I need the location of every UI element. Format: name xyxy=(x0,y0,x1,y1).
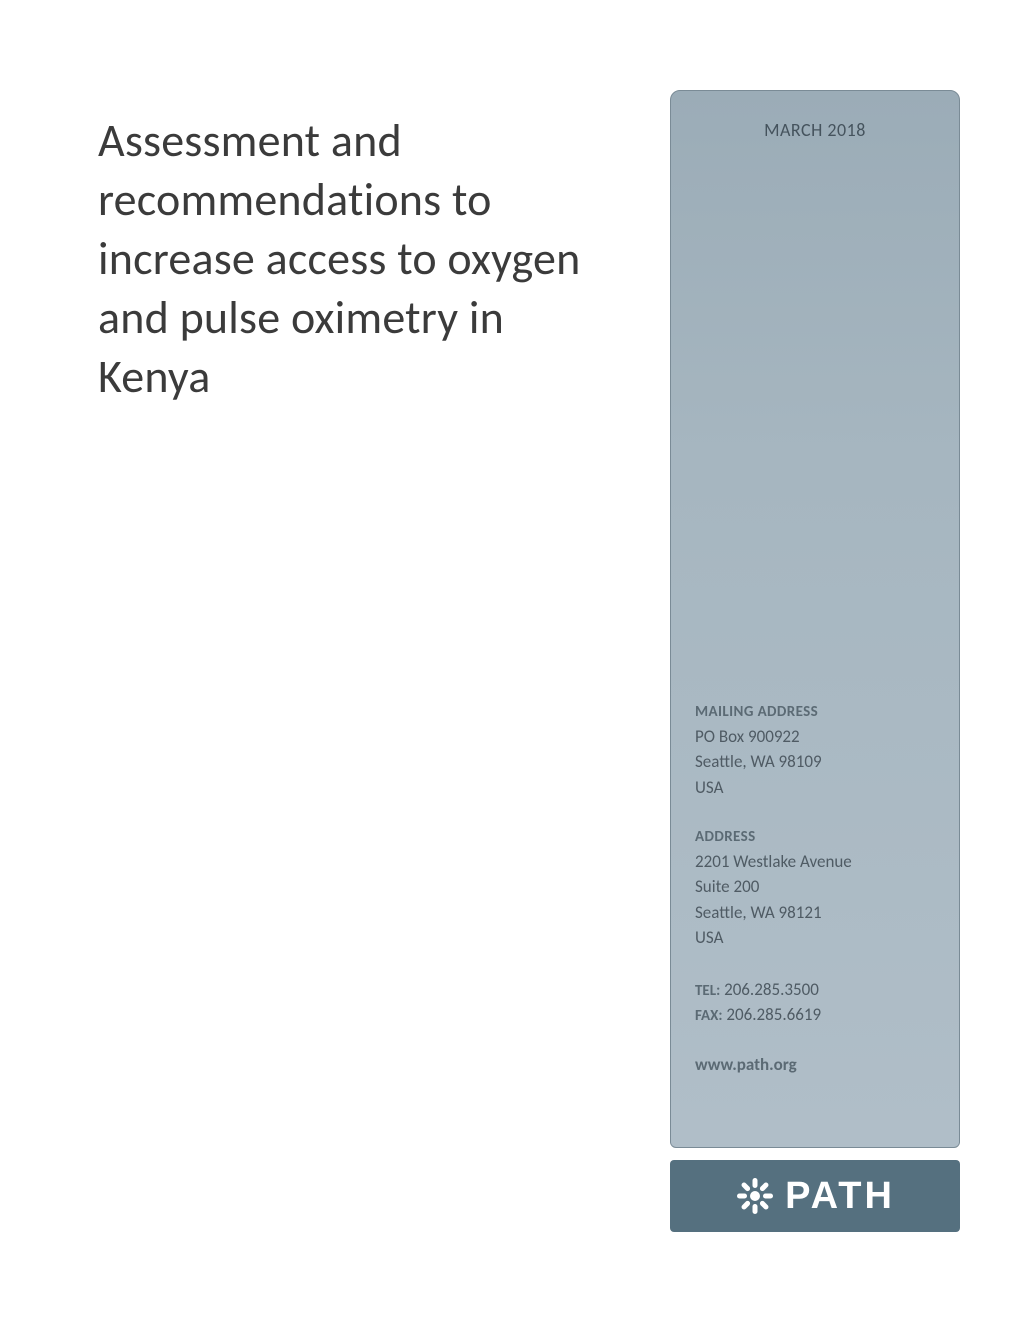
address-label: ADDRESS xyxy=(695,826,935,849)
document-page: Assessment and recommendations to increa… xyxy=(0,0,1020,1320)
address-block: ADDRESS 2201 Westlake Avenue Suite 200 S… xyxy=(695,826,935,951)
path-logo-text: PATH xyxy=(785,1175,895,1218)
path-logo: PATH xyxy=(670,1160,960,1232)
path-logo-icon xyxy=(735,1176,775,1216)
tel-line: TEL: 206.285.3500 xyxy=(695,977,935,1003)
tel-label: TEL: xyxy=(695,982,720,1000)
address-line: USA xyxy=(695,925,935,951)
fax-line: FAX: 206.285.6619 xyxy=(695,1002,935,1028)
mailing-line: USA xyxy=(695,775,935,801)
contact-block: TEL: 206.285.3500 FAX: 206.285.6619 xyxy=(695,977,935,1028)
mailing-address-block: MAILING ADDRESS PO Box 900922 Seattle, W… xyxy=(695,701,935,800)
mailing-line: Seattle, WA 98109 xyxy=(695,749,935,775)
mailing-line: PO Box 900922 xyxy=(695,724,935,750)
address-line: Seattle, WA 98121 xyxy=(695,900,935,926)
tel-value: 206.285.3500 xyxy=(720,979,819,1000)
publication-date: MARCH 2018 xyxy=(695,119,935,141)
website-link[interactable]: www.path.org xyxy=(695,1054,935,1075)
fax-label: FAX: xyxy=(695,1007,723,1025)
info-sidebar: MARCH 2018 MAILING ADDRESS PO Box 900922… xyxy=(670,90,960,1148)
address-line: Suite 200 xyxy=(695,874,935,900)
document-title: Assessment and recommendations to increa… xyxy=(98,112,618,406)
address-line: 2201 Westlake Avenue xyxy=(695,849,935,875)
mailing-address-label: MAILING ADDRESS xyxy=(695,701,935,724)
fax-value: 206.285.6619 xyxy=(723,1004,822,1025)
